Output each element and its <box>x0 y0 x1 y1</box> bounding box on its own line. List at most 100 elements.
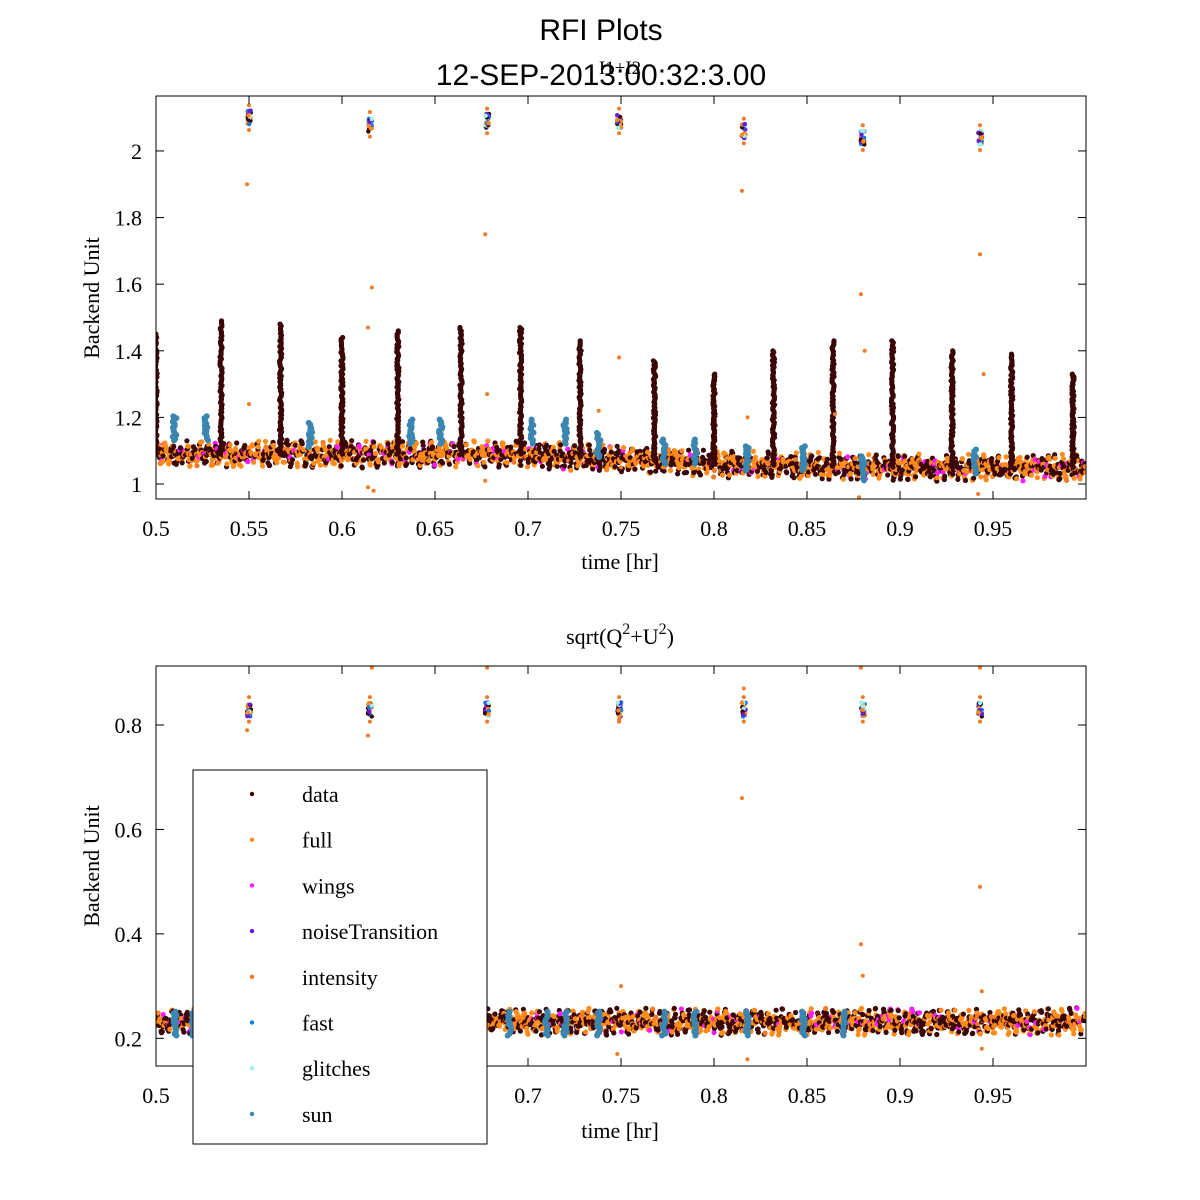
top-full-point <box>295 464 301 470</box>
top-full-point <box>251 459 257 465</box>
top-data-point <box>292 442 299 448</box>
top-data-point <box>632 466 638 472</box>
bottom-data-point <box>533 1028 539 1034</box>
top-sun-point <box>563 416 570 423</box>
top-intensity-point <box>367 134 372 139</box>
top-full-point <box>996 455 1002 461</box>
top-full-point <box>877 472 883 478</box>
top-full-point <box>231 462 237 469</box>
top-data-point <box>544 442 550 448</box>
top-data-point <box>588 452 594 458</box>
top-spike-point <box>950 348 956 354</box>
top-data-point <box>496 462 502 468</box>
top-full-point <box>224 461 230 467</box>
top-sun-point <box>660 436 667 443</box>
top-full-point <box>934 475 940 481</box>
top-data-point <box>675 471 681 477</box>
top-full-point <box>981 454 987 460</box>
top-data-point <box>928 471 934 477</box>
top-data-point <box>809 453 815 459</box>
top-intensity-point <box>617 106 622 111</box>
top-spike-point <box>831 338 837 344</box>
top-spike-point <box>889 338 895 344</box>
top-data-point <box>873 452 879 458</box>
top-data-point <box>359 465 365 471</box>
top-full-point <box>983 477 989 483</box>
top-data-point <box>817 455 823 461</box>
top-data-point <box>517 458 524 464</box>
top-full-point <box>525 464 531 470</box>
top-sun-point <box>742 443 749 450</box>
top-noise-transition-point <box>247 108 253 114</box>
top-full-point <box>467 456 473 462</box>
top-x-tick-label: 0.6 <box>328 516 356 541</box>
top-full-point <box>1052 455 1058 461</box>
top-data-point <box>561 463 568 469</box>
top-data-point <box>784 470 790 476</box>
top-wings-point <box>935 470 941 476</box>
top-data-point <box>160 453 166 459</box>
top-full-point <box>1028 472 1035 478</box>
top-full-point <box>160 459 166 465</box>
top-full-point <box>363 438 369 444</box>
top-outlier-point <box>978 252 982 257</box>
top-full-point <box>246 113 251 118</box>
top-intensity-point <box>711 474 717 480</box>
top-data-point <box>536 446 542 452</box>
top-spike-point <box>156 331 159 337</box>
top-intensity-point <box>860 148 865 152</box>
top-x-tick-label: 0.65 <box>416 516 455 541</box>
top-outlier-point <box>596 408 601 413</box>
top-spike-point <box>340 334 346 341</box>
top-full-point <box>676 465 682 471</box>
top-intensity-point <box>485 106 490 111</box>
top-data-point <box>637 448 643 454</box>
bottom-full-point <box>586 1005 592 1012</box>
top-data-point <box>518 462 524 468</box>
top-data-point <box>1024 454 1030 460</box>
bottom-data-point <box>611 1030 617 1036</box>
top-full-point <box>312 439 318 445</box>
top-full-point <box>250 443 256 449</box>
top-data-point <box>769 472 775 478</box>
top-data-point <box>700 447 707 453</box>
top-data-point <box>568 460 574 466</box>
bottom-full-point <box>582 1029 589 1035</box>
top-full-point <box>185 443 191 449</box>
top-full-point <box>840 476 847 482</box>
top-full-point <box>367 462 373 468</box>
bottom-full-point <box>529 1010 535 1016</box>
top-panel-points <box>156 103 1086 499</box>
bottom-wings-point <box>557 1011 563 1017</box>
top-data-point <box>955 476 961 482</box>
top-full-point <box>1082 464 1086 470</box>
top-y-tick-label: 1 <box>131 472 142 497</box>
top-full-point <box>679 448 685 454</box>
top-x-tick-label: 0.85 <box>788 516 827 541</box>
top-sun-point <box>436 416 443 423</box>
top-full-point <box>750 448 756 454</box>
top-noise-transition-point <box>615 113 620 118</box>
top-full-point <box>274 460 280 466</box>
top-full-point <box>210 462 216 468</box>
top-full-point <box>166 458 173 464</box>
top-y-tick-label: 1.6 <box>115 272 143 297</box>
top-full-point <box>1061 456 1067 462</box>
top-full-point <box>752 454 759 460</box>
top-panel-title: I1+I2 <box>599 58 641 79</box>
top-outlier-point <box>483 232 488 237</box>
top-wings-point <box>245 459 251 465</box>
top-data-point <box>1057 470 1063 477</box>
top-data-point <box>554 463 560 469</box>
top-full-point <box>500 440 506 446</box>
top-outlier-point <box>366 485 370 490</box>
top-full-point <box>716 458 722 464</box>
top-full-point <box>667 467 674 474</box>
top-outlier-point <box>976 492 981 496</box>
top-data-point <box>349 438 355 444</box>
top-full-point <box>1017 454 1023 461</box>
top-outlier-point <box>862 348 867 353</box>
top-full-point <box>994 465 1000 472</box>
top-full-point <box>719 472 726 478</box>
bottom-data-point <box>536 1009 543 1015</box>
